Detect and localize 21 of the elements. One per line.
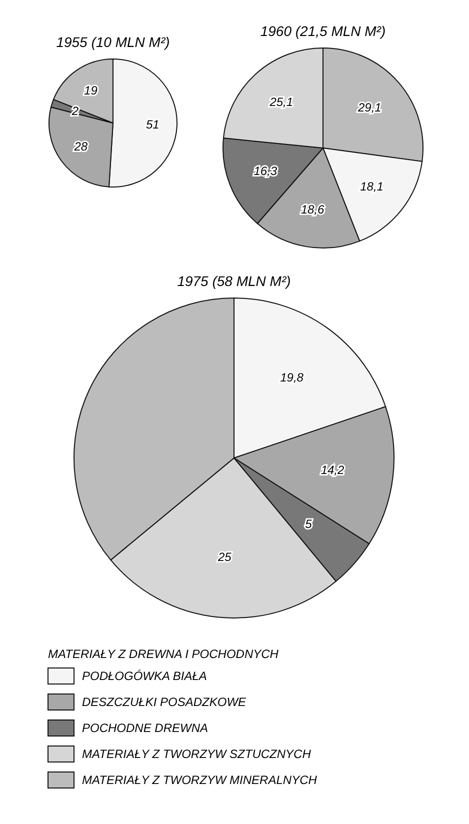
chart-title: 1975 (58 MLN M²): [177, 273, 291, 289]
data-label: 19,8: [280, 370, 304, 385]
legend-label: POCHODNE DREWNA: [82, 721, 208, 735]
data-label: 25: [216, 550, 232, 564]
data-label: 19: [84, 83, 98, 98]
chart-title: 1960 (21,5 MLN M²): [260, 23, 386, 39]
data-label: 18,1: [360, 179, 384, 194]
legend-label: MATERIAŁY Z TWORZYW MINERALNYCH: [82, 773, 318, 787]
data-label: 25,1: [268, 95, 294, 110]
legend-label: DESZCZUŁKI POSADZKOWE: [82, 695, 248, 709]
legend-label: MATERIAŁY Z TWORZYW SZTUCZNYCH: [82, 747, 312, 761]
data-label: 28: [73, 140, 88, 154]
data-label: 16,3: [254, 164, 278, 178]
chart-title: 1955 (10 MLN M²): [56, 34, 170, 50]
data-label: 51: [146, 117, 160, 132]
data-label: 14,2: [320, 463, 344, 478]
legend-label: PODŁOGÓWKA BIAŁA: [82, 669, 207, 683]
data-label: 29,1: [357, 100, 382, 114]
data-label: 5: [305, 516, 312, 531]
legend-title: MATERIAŁY Z DREWNA I POCHODNYCH: [48, 647, 279, 661]
data-label: 18,6: [300, 202, 325, 216]
